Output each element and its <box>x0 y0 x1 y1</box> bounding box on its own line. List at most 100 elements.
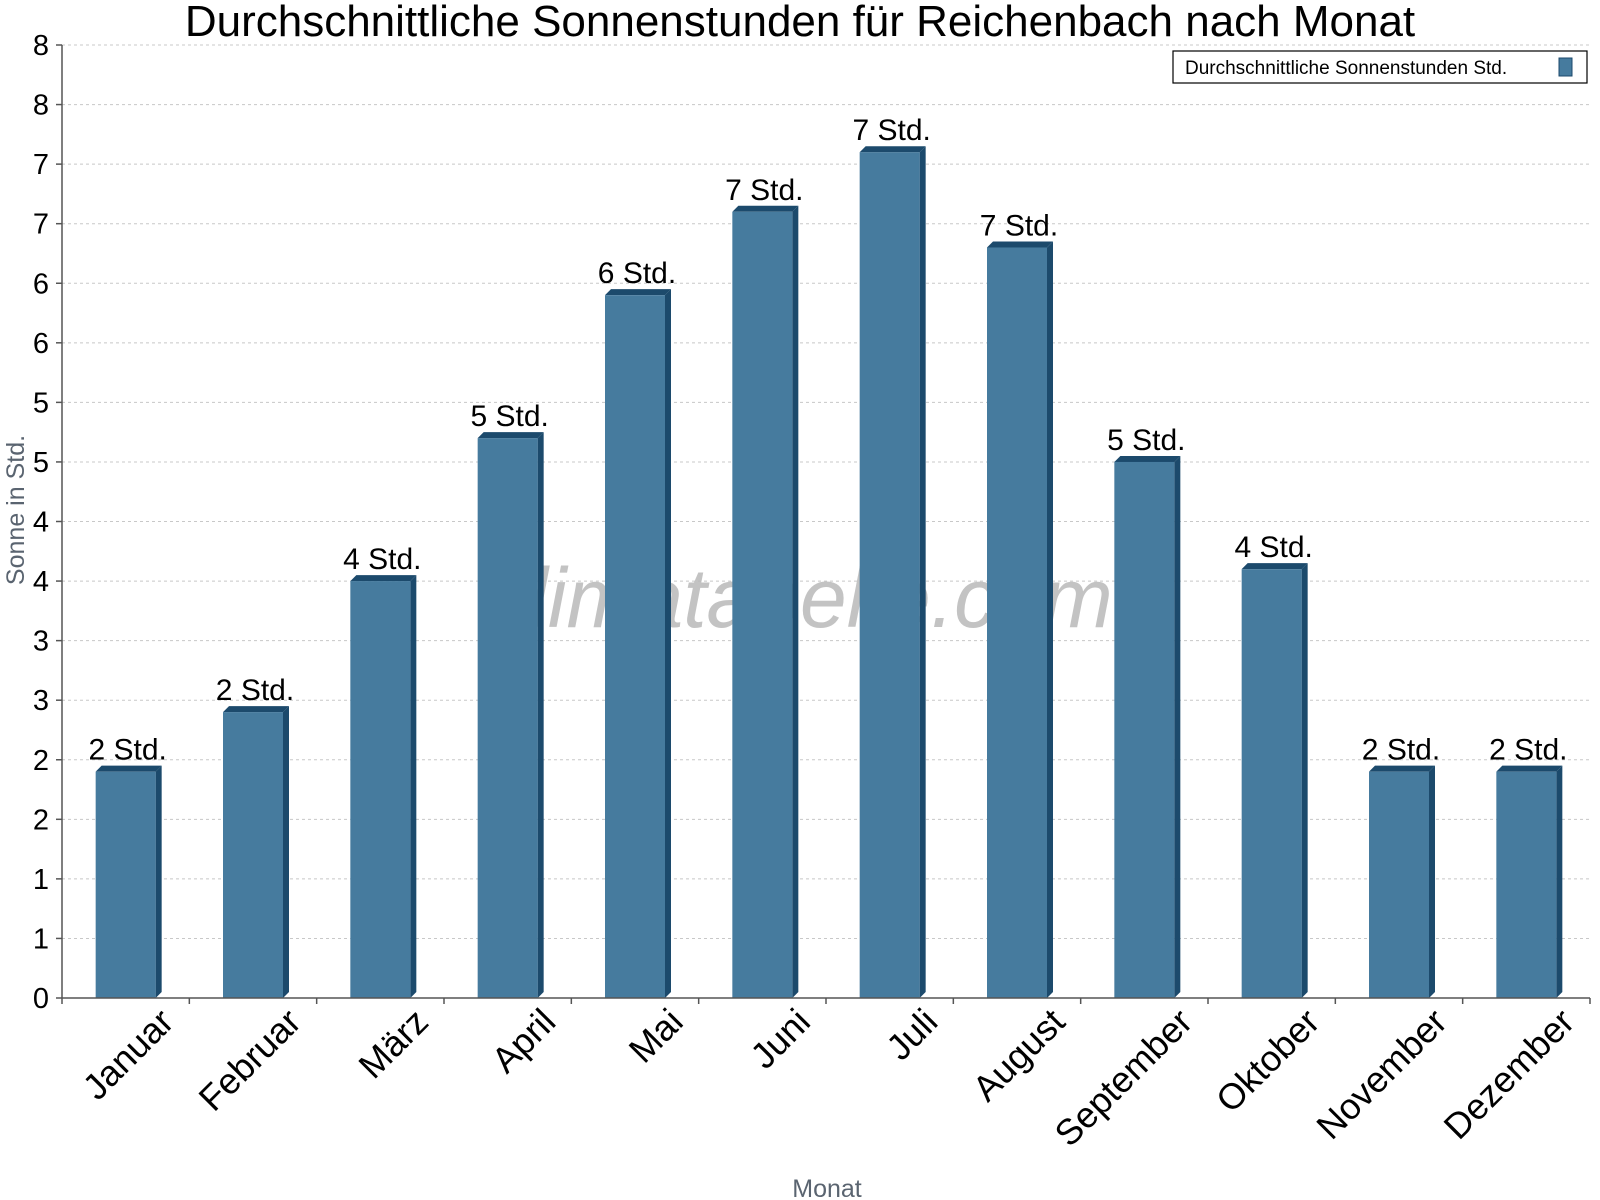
bar-september <box>1114 455 1181 998</box>
y-tick-label: 2 <box>33 804 49 836</box>
data-label: 5 Std. <box>470 400 548 433</box>
bars <box>95 146 1563 999</box>
bar-mai <box>605 289 671 999</box>
y-tick-label: 4 <box>33 507 49 539</box>
y-tick-label: 7 <box>33 149 49 181</box>
bar-side <box>1556 765 1563 998</box>
bar-august <box>987 241 1053 998</box>
legend-box <box>1172 50 1588 84</box>
y-tick-label: 3 <box>33 626 49 658</box>
y-tick-label: 4 <box>33 566 49 598</box>
data-label: 2 Std. <box>216 674 294 707</box>
y-tick-label: 6 <box>33 268 49 300</box>
bar-side <box>919 146 926 998</box>
bar-side <box>665 289 671 999</box>
bar-top <box>350 575 417 582</box>
bar-januar <box>95 765 162 998</box>
bar-side <box>1174 455 1181 998</box>
bar-side <box>537 432 544 998</box>
y-tick-label: 5 <box>33 387 49 419</box>
bar-side <box>155 765 162 998</box>
data-label: 7 Std. <box>852 114 930 147</box>
x-tick-labels: Januar Februar März April Mai Juni Juli AugustS… <box>74 1001 1582 1155</box>
bar-top <box>605 289 671 296</box>
x-tick-label: März <box>350 1001 436 1087</box>
bar-front <box>223 712 283 998</box>
x-tick-label: Juli <box>878 1001 945 1068</box>
bar-top <box>1241 563 1308 570</box>
y-tick-label: 2 <box>33 745 49 777</box>
x-tick-label: Oktober <box>1208 1001 1328 1121</box>
bar-front <box>350 581 411 998</box>
bar-side <box>1047 241 1053 998</box>
bar-top <box>223 706 289 713</box>
bar-top <box>1369 765 1435 772</box>
y-tick-label: 7 <box>33 209 49 241</box>
bar-oktober <box>1241 563 1308 998</box>
y-tick-label: 8 <box>33 30 49 62</box>
bar-top <box>1496 765 1563 772</box>
data-label: 7 Std. <box>980 210 1058 243</box>
data-label: 7 Std. <box>725 174 803 207</box>
y-tick-label: 1 <box>33 864 49 896</box>
y-tick-label: 1 <box>33 923 49 955</box>
y-tick-label: 5 <box>33 447 49 479</box>
bar-front <box>95 771 156 998</box>
data-label: 2 Std. <box>1489 734 1567 767</box>
x-tick-label: September <box>1046 1001 1200 1155</box>
y-axis-label: Sonne in Std. <box>2 435 30 585</box>
chart-title: Durchschnittliche Sonnenstunden für Reic… <box>185 0 1415 46</box>
legend-label: Durchschnittliche Sonnenstunden Std. <box>1185 58 1507 79</box>
bar-top <box>987 241 1053 248</box>
bar-front <box>1496 771 1557 998</box>
legend-swatch <box>1558 57 1573 77</box>
grid-lines <box>62 44 1590 939</box>
data-label: 6 Std. <box>598 257 676 290</box>
x-tick-label: Februar <box>191 1001 309 1119</box>
bar-top <box>477 432 544 439</box>
bar-front <box>859 152 920 998</box>
x-tick-label: November <box>1308 1001 1454 1147</box>
y-tick-label: 8 <box>33 90 49 122</box>
data-label: 2 Std. <box>1362 734 1440 767</box>
y-tick-label: 6 <box>33 328 49 360</box>
bar-top <box>1114 455 1181 462</box>
bar-februar <box>223 706 289 998</box>
data-label: 4 Std. <box>343 543 421 576</box>
bar-juni <box>732 205 799 998</box>
bar-april <box>477 432 544 998</box>
bar-front <box>477 438 538 998</box>
bar-juli <box>859 146 926 998</box>
data-label: 5 Std. <box>1107 424 1185 457</box>
x-tick-label: Juni <box>742 1001 818 1077</box>
bar-top <box>859 146 926 153</box>
bar-top <box>732 205 799 212</box>
bar-side <box>1429 765 1435 998</box>
bar-front <box>732 211 793 998</box>
bar-front <box>1241 569 1302 998</box>
bar-side <box>792 205 799 998</box>
y-tick-label: 3 <box>33 685 49 717</box>
x-axis-label: Monat <box>792 1175 862 1200</box>
bar-front <box>987 247 1047 998</box>
axes <box>56 44 1591 1004</box>
bar-side <box>1301 563 1308 998</box>
bar-front <box>1114 461 1175 998</box>
bar-märz <box>350 575 417 998</box>
bar-dezember <box>1496 765 1563 998</box>
legend: Durchschnittliche Sonnenstunden Std. <box>1172 50 1588 84</box>
bar-front <box>1369 771 1429 998</box>
x-tick-label: Mai <box>621 1001 691 1071</box>
x-tick-label: Dezember <box>1436 1001 1582 1147</box>
x-tick-label: April <box>483 1001 563 1081</box>
bar-side <box>283 706 289 998</box>
data-label: 2 Std. <box>88 734 166 767</box>
bar-side <box>410 575 417 998</box>
bar-top <box>95 765 162 772</box>
data-label: 4 Std. <box>1234 531 1312 564</box>
x-tick-label: August <box>964 1001 1072 1109</box>
bar-november <box>1369 765 1435 998</box>
y-tick-label: 0 <box>33 983 49 1015</box>
bar-front <box>605 295 665 999</box>
